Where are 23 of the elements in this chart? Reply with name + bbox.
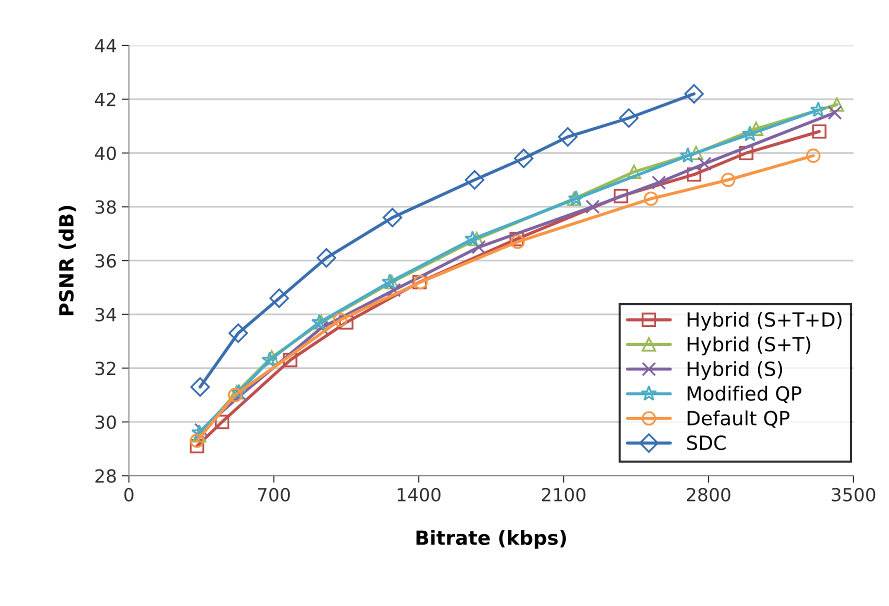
x-tick-label: 0	[124, 488, 134, 502]
y-tick-label: 32	[96, 362, 116, 376]
legend-label: Hybrid (S+T)	[688, 336, 810, 356]
x-tick-label: 2800	[686, 488, 730, 502]
y-tick-label: 42	[95, 92, 116, 106]
y-tick-label: 34	[96, 308, 116, 322]
x-axis-title: Bitrate (kbps)	[416, 530, 566, 549]
x-tick-label: 700	[258, 488, 290, 502]
legend-label: Modified QP	[688, 386, 802, 404]
y-tick-label: 36	[96, 254, 116, 268]
y-tick-label: 30	[96, 415, 116, 430]
y-tick-label: 44	[95, 39, 116, 52]
y-tick-label: 38	[96, 200, 116, 214]
x-tick-label: 1400	[398, 488, 440, 502]
x-tick-label: 2100	[542, 488, 586, 502]
legend-label: Hybrid (S)	[688, 361, 782, 380]
legend-label: SDC	[687, 435, 726, 450]
legend-label: Hybrid (S+T+D)	[688, 312, 842, 331]
y-tick-label: 28	[95, 469, 116, 483]
x-tick-label: 3500	[832, 488, 876, 502]
y-tick-label: 40	[95, 146, 116, 160]
legend-label: Default QP	[688, 410, 790, 428]
y-axis-title: PSNR (dB)	[58, 206, 76, 316]
